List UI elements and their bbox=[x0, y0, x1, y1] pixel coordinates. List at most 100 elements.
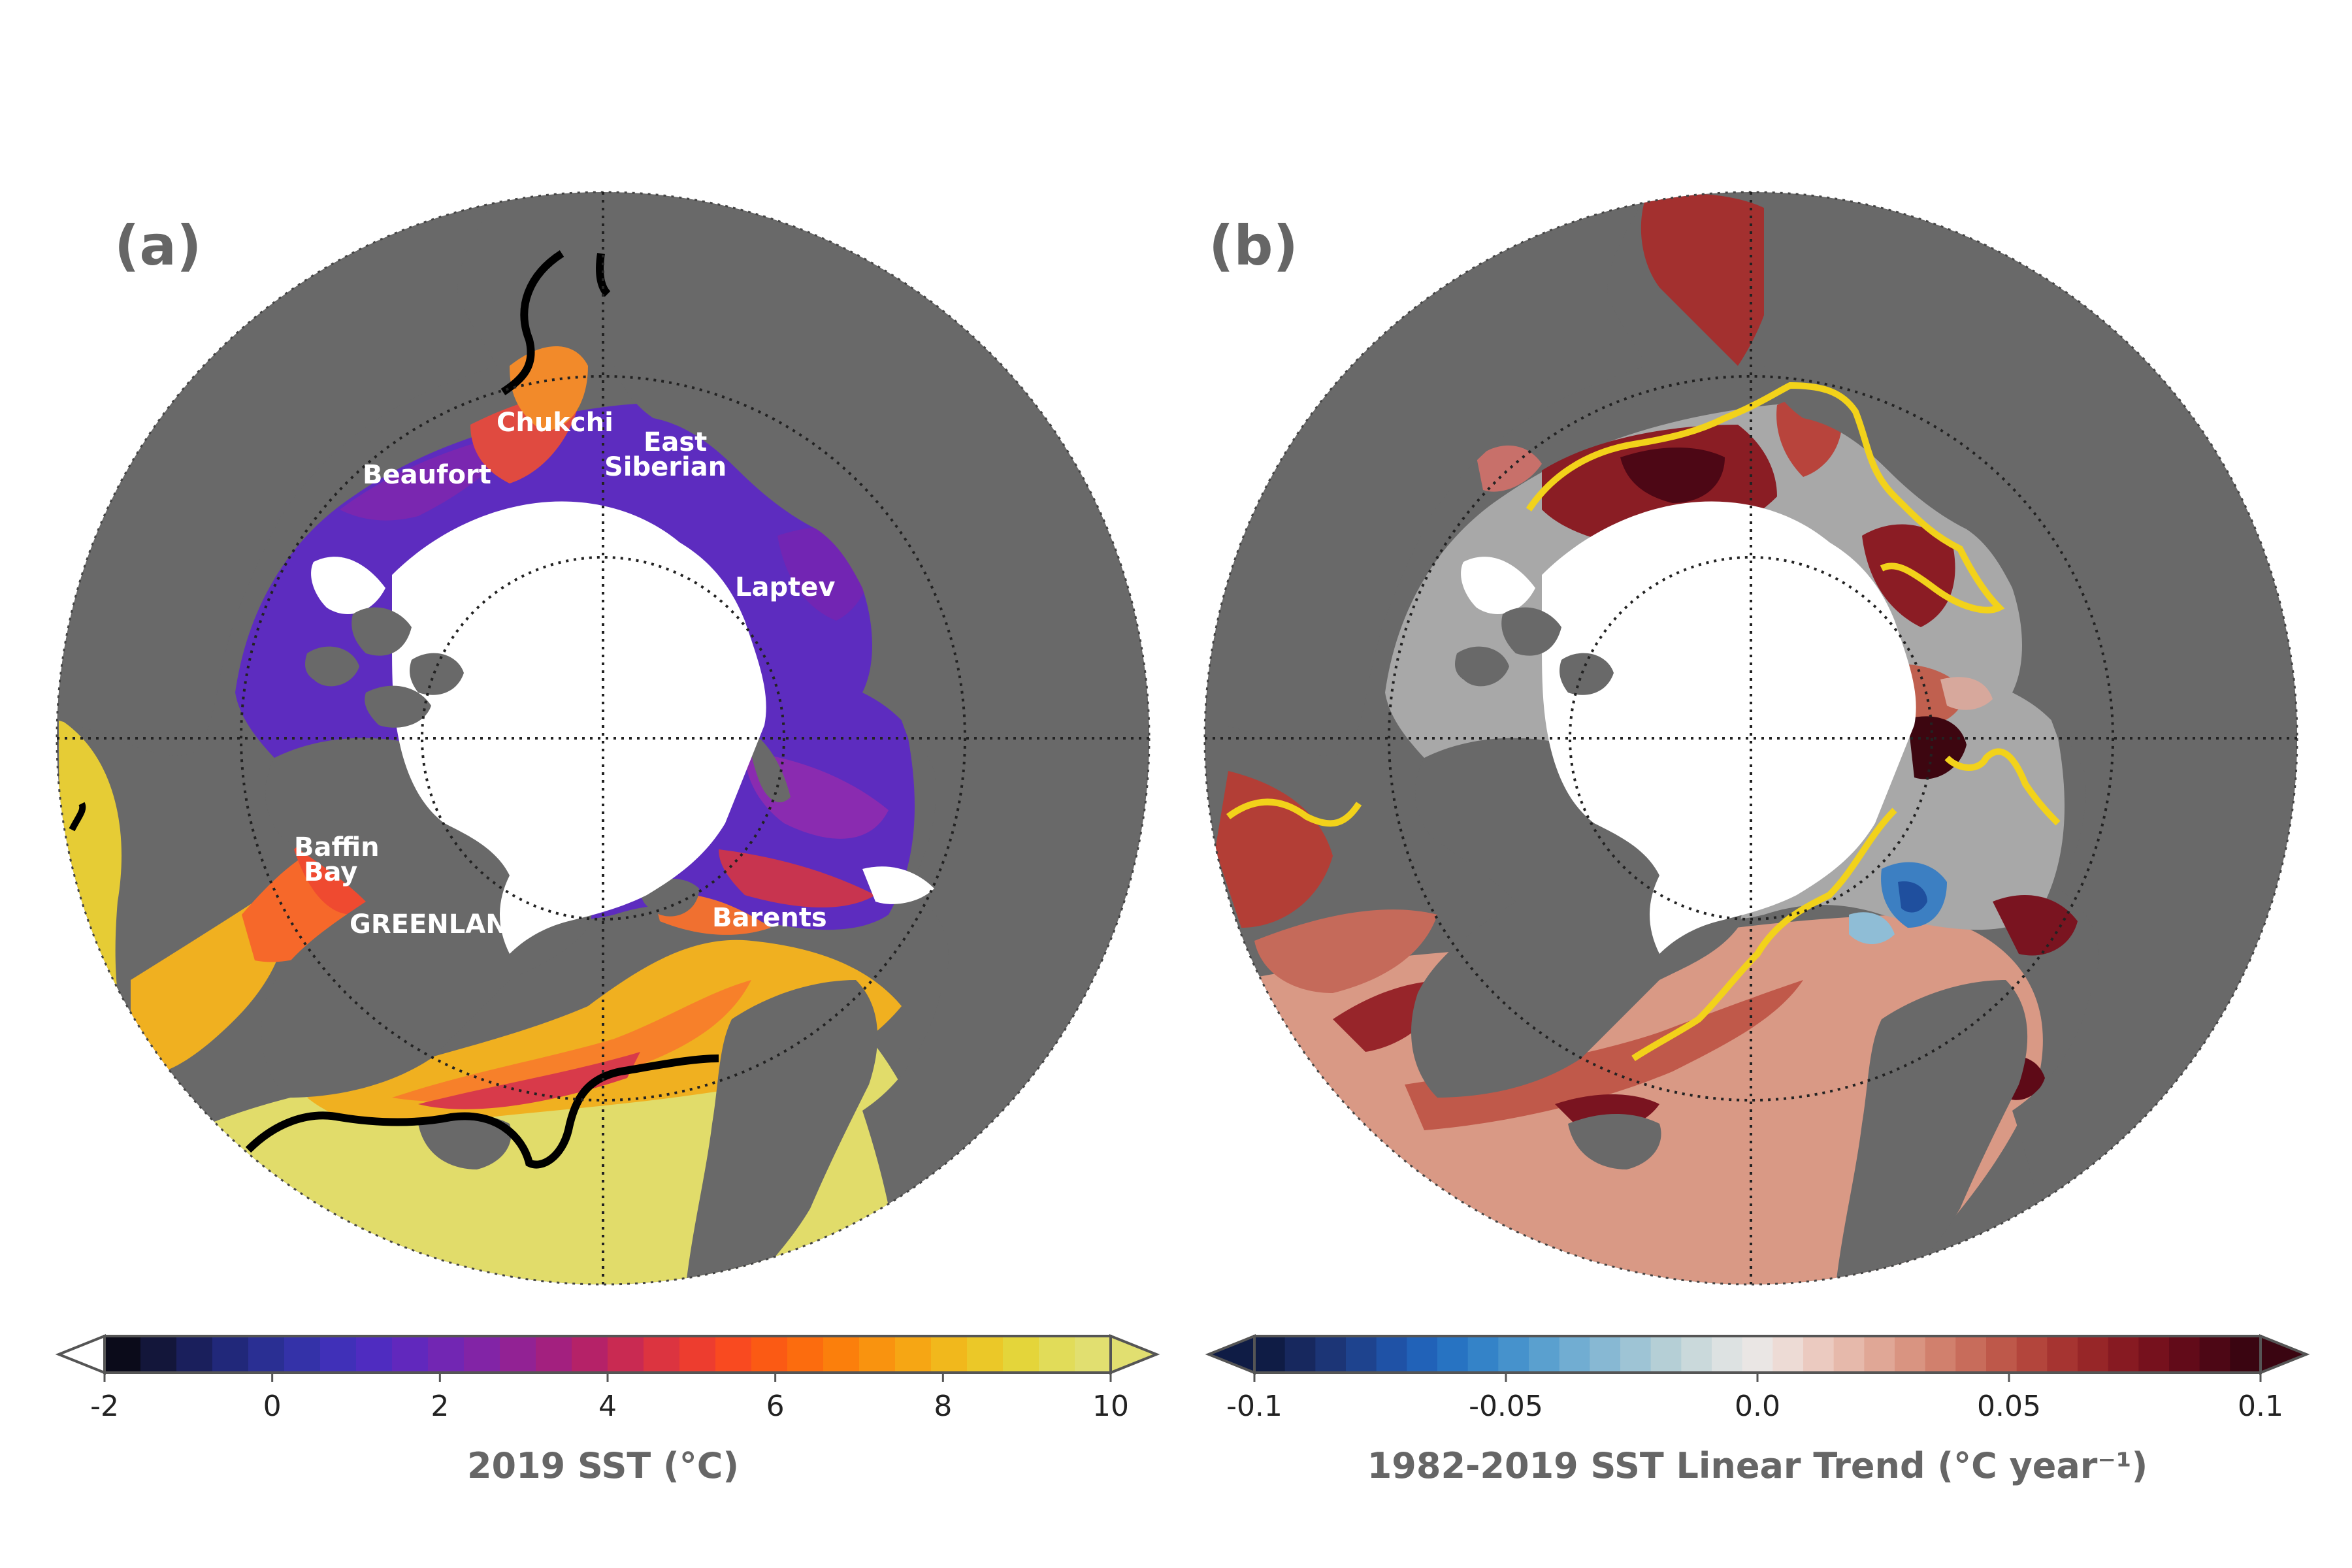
colorbar-swatch bbox=[1833, 1336, 1865, 1373]
colorbar-swatch bbox=[572, 1336, 608, 1373]
colorbar-swatch bbox=[1955, 1336, 1987, 1373]
colorbar-tick-label: -0.05 bbox=[1469, 1390, 1543, 1423]
colorbar-swatch bbox=[464, 1336, 500, 1373]
label-baffin: Baffin bbox=[294, 832, 380, 862]
colorbar-swatch bbox=[428, 1336, 465, 1373]
label-east: East bbox=[644, 427, 707, 457]
colorbar-tick-label: 0.05 bbox=[1977, 1390, 2041, 1423]
colorbar-swatch bbox=[140, 1336, 177, 1373]
panel-b-label: (b) bbox=[1209, 214, 1298, 278]
colorbar-swatch bbox=[608, 1336, 644, 1373]
colorbar-swatch bbox=[2230, 1336, 2261, 1373]
colorbar-swatch bbox=[1620, 1336, 1652, 1373]
colorbar-swatch bbox=[356, 1336, 393, 1373]
colorbar-swatch bbox=[1742, 1336, 1773, 1373]
colorbar-swatch bbox=[1895, 1336, 1926, 1373]
label-siberian: Siberian bbox=[604, 452, 727, 482]
colorbar-swatch bbox=[787, 1336, 824, 1373]
colorbar-swatch bbox=[248, 1336, 285, 1373]
colorbar-swatch bbox=[1346, 1336, 1377, 1373]
colorbar-swatch bbox=[1559, 1336, 1590, 1373]
colorbar-swatch bbox=[320, 1336, 357, 1373]
colorbar-swatch bbox=[1986, 1336, 2017, 1373]
colorbar-swatch bbox=[1376, 1336, 1407, 1373]
colorbar-swatch bbox=[715, 1336, 752, 1373]
panel-b-map: (b) bbox=[1203, 191, 2298, 1286]
colorbar-tick-label: 4 bbox=[598, 1390, 617, 1423]
colorbar-b: -0.1 -0.05 0.0 0.05 0.1 1982-2019 SST Linear … bbox=[1205, 1334, 2310, 1486]
colorbar-swatch bbox=[1254, 1336, 1286, 1373]
colorbar-swatch bbox=[823, 1336, 860, 1373]
colorbar-swatch bbox=[1803, 1336, 1835, 1373]
colorbar-extend-high bbox=[1109, 1334, 1160, 1375]
colorbar-tick-label: 8 bbox=[934, 1390, 952, 1423]
colorbar-swatch bbox=[1864, 1336, 1895, 1373]
colorbar-swatch bbox=[2047, 1336, 2078, 1373]
colorbar-swatch bbox=[1925, 1336, 1956, 1373]
ice-edge-contour bbox=[1526, 382, 2005, 613]
colorbar-extend-low bbox=[55, 1334, 106, 1375]
colorbar-swatch bbox=[2138, 1336, 2170, 1373]
colorbar-tick-label: -2 bbox=[90, 1390, 119, 1423]
colorbar-swatch bbox=[644, 1336, 680, 1373]
colorbar-swatch bbox=[2199, 1336, 2230, 1373]
colorbar-swatch bbox=[536, 1336, 572, 1373]
colorbar-swatch bbox=[679, 1336, 716, 1373]
colorbar-swatch bbox=[176, 1336, 213, 1373]
label-barents: Barents bbox=[712, 903, 827, 933]
colorbar-swatch bbox=[1284, 1336, 1316, 1373]
label-chukchi: Chukchi bbox=[497, 408, 613, 438]
sst-contour-line bbox=[500, 250, 564, 395]
land-siberia bbox=[614, 192, 1149, 1284]
colorbar-swatch bbox=[1650, 1336, 1682, 1373]
colorbar-swatch bbox=[2078, 1336, 2109, 1373]
colorbar-extend-low bbox=[1205, 1334, 1256, 1375]
colorbar-swatch bbox=[105, 1336, 141, 1373]
label-laptev: Laptev bbox=[735, 572, 835, 602]
colorbar-swatch bbox=[1315, 1336, 1347, 1373]
colorbar-swatch bbox=[967, 1336, 1004, 1373]
colorbar-tick-label: 2 bbox=[431, 1390, 449, 1423]
colorbar-swatch bbox=[1772, 1336, 1804, 1373]
colorbar-swatch bbox=[500, 1336, 536, 1373]
colorbar-tick-label: -0.1 bbox=[1226, 1390, 1282, 1423]
colorbar-swatch bbox=[1039, 1336, 1075, 1373]
label-bay: Bay bbox=[304, 857, 357, 887]
colorbar-title: 2019 SST (°C) bbox=[467, 1445, 739, 1486]
colorbar-swatch bbox=[1437, 1336, 1469, 1373]
colorbar-tick-label: 0.1 bbox=[2238, 1390, 2283, 1423]
colorbar-title: 1982-2019 SST Linear Trend (°C year⁻¹) bbox=[1367, 1445, 2148, 1486]
colorbar-swatch bbox=[284, 1336, 321, 1373]
panel-a-label: (a) bbox=[114, 214, 201, 278]
latitude-circle-60-b bbox=[1388, 375, 2114, 1102]
colorbar-extend-high bbox=[2259, 1334, 2310, 1375]
colorbar-swatch bbox=[1407, 1336, 1438, 1373]
latitude-circle-60 bbox=[240, 375, 966, 1102]
colorbar-swatch bbox=[859, 1336, 896, 1373]
sea-ice-cover bbox=[392, 501, 766, 954]
colorbar-tick-label: 0.0 bbox=[1735, 1390, 1780, 1423]
colorbar-swatch bbox=[2169, 1336, 2200, 1373]
colorbar-swatch bbox=[392, 1336, 429, 1373]
colorbar-swatch bbox=[2016, 1336, 2048, 1373]
label-greenland: GREENLAND bbox=[350, 909, 529, 939]
colorbar-swatch bbox=[1590, 1336, 1621, 1373]
colorbar-swatch bbox=[1712, 1336, 1743, 1373]
colorbar-tick-label: 0 bbox=[263, 1390, 282, 1423]
colorbar-swatch bbox=[1467, 1336, 1499, 1373]
label-beaufort: Beaufort bbox=[363, 460, 491, 490]
colorbar-swatch bbox=[1529, 1336, 1560, 1373]
colorbar-swatch bbox=[1498, 1336, 1529, 1373]
colorbar-swatch bbox=[895, 1336, 932, 1373]
colorbar-a: -2 0 2 4 6 8 10 2019 SST (°C) bbox=[55, 1334, 1160, 1486]
land-novaya-zemlya bbox=[750, 732, 791, 803]
colorbar-swatch bbox=[212, 1336, 249, 1373]
colorbar-tick-label: 10 bbox=[1092, 1390, 1129, 1423]
colorbar-swatch bbox=[1681, 1336, 1712, 1373]
colorbar-tick-label: 6 bbox=[766, 1390, 785, 1423]
colorbar-swatch bbox=[1075, 1336, 1111, 1373]
land-iceland bbox=[418, 1114, 512, 1169]
latitude-circle-75 bbox=[421, 556, 785, 921]
latitude-circle-75-b bbox=[1569, 556, 1933, 921]
